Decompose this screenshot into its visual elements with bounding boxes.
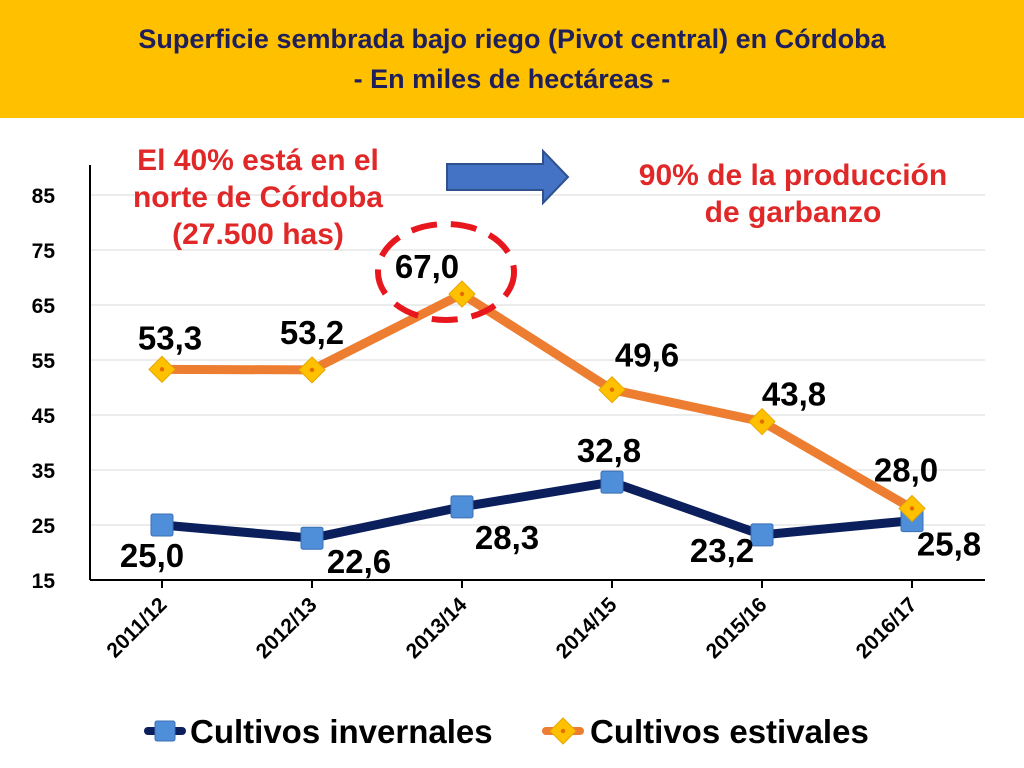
chart-title: Superficie sembrada bajo riego (Pivot ce…: [138, 24, 886, 54]
y-tick-label: 85: [32, 185, 56, 208]
annotation-garbanzo: 90% de la producción de garbanzo: [610, 157, 976, 231]
x-tick-label: 2011/12: [102, 593, 171, 662]
chart-area: 15 25 35 45 55 65 75 85 2011/12 2012/13 2013/14 201…: [32, 148, 985, 750]
data-point-invernales: [600, 470, 624, 494]
data-point-estivales-center: [309, 367, 315, 373]
x-tick-label: 2016/17: [852, 593, 922, 663]
data-point-invernales: [450, 495, 474, 519]
data-point-estivales-center: [159, 367, 165, 372]
highlight-ellipse: [375, 221, 517, 323]
chart-subtitle: - En miles de hectáreas -: [353, 64, 671, 94]
series-line-invernales: [157, 477, 917, 543]
data-label-invernales: 32,8: [577, 432, 641, 469]
series-line-estivales: [157, 289, 917, 513]
data-point-invernales: [300, 526, 324, 550]
data-point-invernales: [150, 513, 174, 537]
y-tick-label: 45: [32, 405, 56, 428]
legend-marker-invernales: [154, 720, 176, 742]
y-tick-label: 35: [32, 460, 56, 483]
data-label-invernales: 25,8: [917, 526, 981, 563]
data-point-estivales-center: [759, 419, 765, 424]
x-tick-label: 2013/14: [402, 593, 472, 663]
y-tick-label: 65: [32, 295, 56, 318]
data-point-invernales: [750, 523, 774, 547]
data-label-invernales: 22,6: [327, 543, 391, 580]
annotation-left-line: norte de Córdoba: [132, 181, 383, 214]
data-label-invernales: 28,3: [475, 519, 539, 556]
legend-marker-estivales-center: [560, 728, 566, 734]
arrow-icon: [446, 148, 570, 206]
data-label-invernales: 25,0: [120, 537, 184, 574]
data-label-estivales: 53,2: [280, 314, 344, 351]
annotation-right-line: 90% de la producción: [638, 159, 948, 192]
annotation-right-line: de garbanzo: [704, 196, 882, 229]
title-banner: Superficie sembrada bajo riego (Pivot ce…: [0, 0, 1024, 118]
data-label-estivales: 43,8: [762, 376, 826, 413]
data-label-invernales: 23,2: [690, 532, 754, 569]
x-tick-label: 2014/15: [552, 593, 622, 663]
legend-label-invernales: Cultivos invernales: [190, 713, 493, 750]
data-point-estivales-center: [459, 291, 465, 297]
data-point-estivales-center: [909, 506, 915, 511]
data-label-estivales: 53,3: [138, 319, 202, 356]
y-tick-label: 75: [32, 240, 56, 263]
annotation-north-cordoba: El 40% está en el norte de Córdoba (27.5…: [108, 142, 408, 253]
x-tick-label: 2012/13: [252, 593, 322, 663]
annotation-left-line: (27.500 has): [172, 218, 344, 251]
data-label-estivales: 67,0: [395, 248, 459, 285]
legend-label-estivales: Cultivos estivales: [590, 713, 869, 750]
y-tick-label: 15: [32, 570, 56, 593]
data-label-estivales: 49,6: [615, 337, 679, 374]
data-label-estivales: 28,0: [874, 452, 938, 489]
y-tick-label: 55: [32, 350, 56, 373]
data-point-estivales-center: [609, 387, 615, 392]
y-tick-label: 25: [32, 515, 56, 538]
x-tick-label: 2015/16: [702, 593, 772, 663]
annotation-left-line: El 40% está en el: [137, 144, 379, 177]
